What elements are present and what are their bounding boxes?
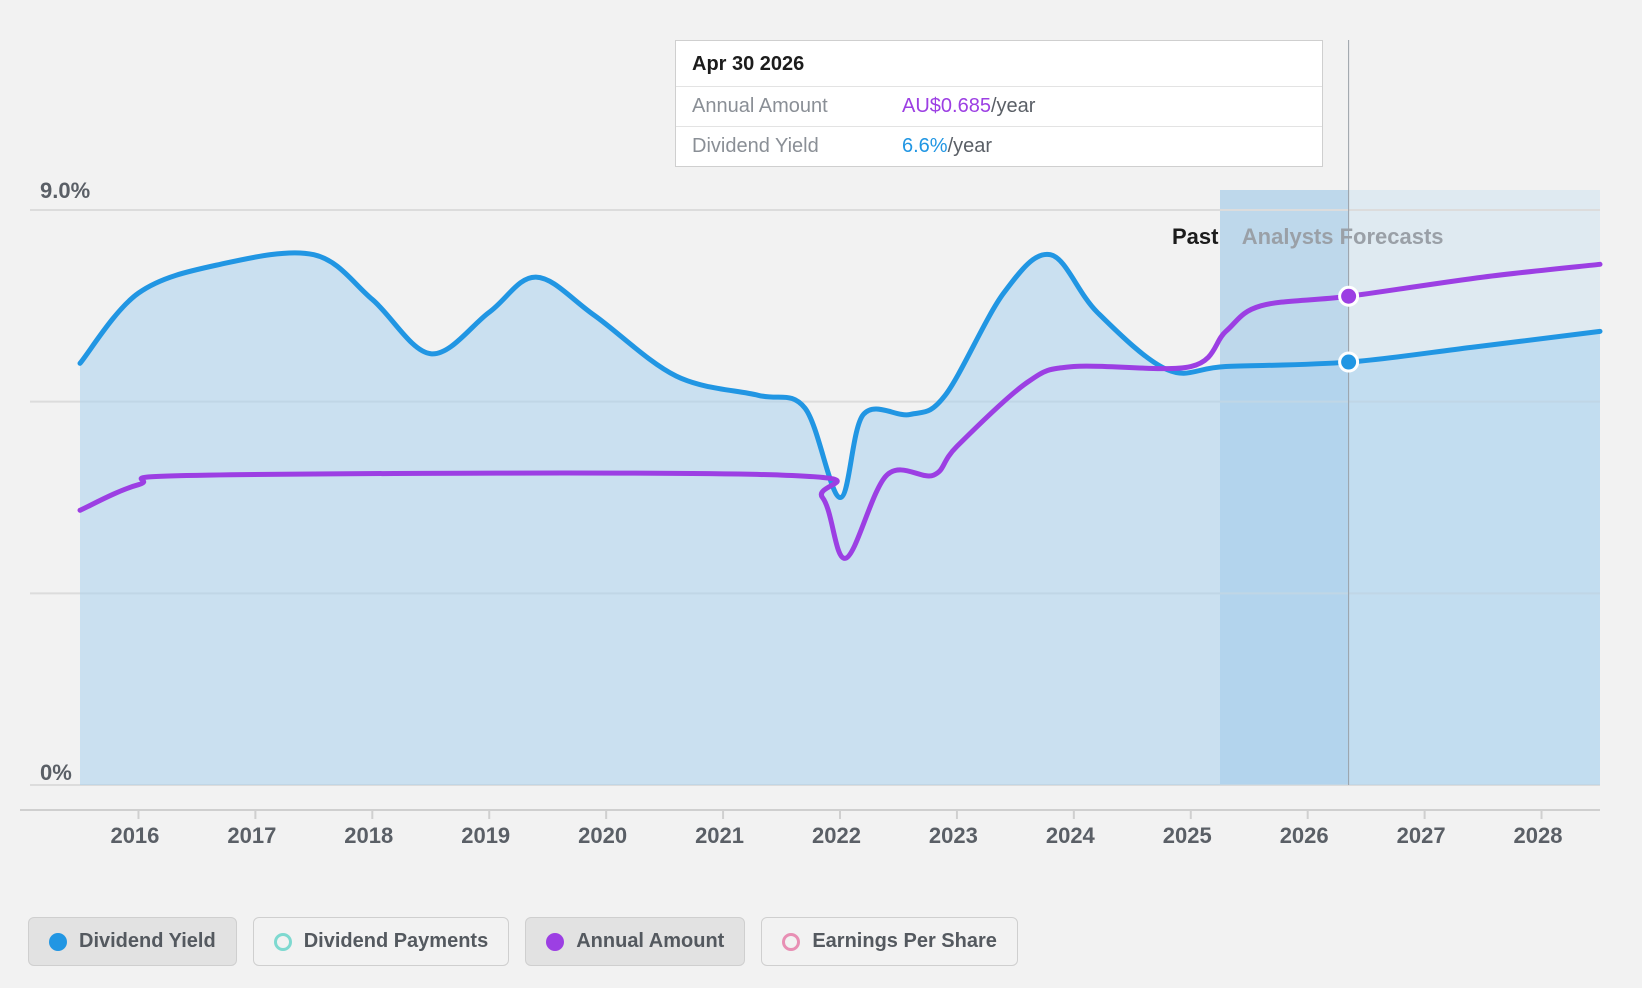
legend-label: Earnings Per Share [812, 930, 997, 953]
x-tick: 2021 [695, 823, 744, 849]
y-tick-max: 9.0% [40, 178, 90, 204]
forecasts-label: Analysts Forecasts [1242, 224, 1444, 249]
band-labels: Past Analysts Forecasts [1172, 224, 1444, 250]
legend-item-dividend-yield[interactable]: Dividend Yield [28, 917, 237, 966]
legend-marker-icon [274, 933, 292, 951]
legend-label: Dividend Payments [304, 930, 489, 953]
x-tick: 2024 [1046, 823, 1095, 849]
tooltip-key: Dividend Yield [676, 127, 886, 167]
y-tick-min: 0% [40, 760, 72, 786]
chart-legend: Dividend Yield Dividend Payments Annual … [28, 917, 1018, 966]
legend-marker-icon [546, 933, 564, 951]
x-tick: 2018 [344, 823, 393, 849]
tooltip-value: 6.6%/year [886, 127, 1322, 167]
x-tick: 2017 [227, 823, 276, 849]
x-tick: 2028 [1514, 823, 1563, 849]
legend-item-annual-amount[interactable]: Annual Amount [525, 917, 745, 966]
tooltip-key: Annual Amount [676, 87, 886, 127]
x-tick: 2019 [461, 823, 510, 849]
tooltip-row-dividend-yield: Dividend Yield 6.6%/year [676, 127, 1322, 167]
x-tick: 2022 [812, 823, 861, 849]
tooltip-date: Apr 30 2026 [676, 41, 1322, 86]
legend-item-earnings-per-share[interactable]: Earnings Per Share [761, 917, 1018, 966]
legend-marker-icon [49, 933, 67, 951]
past-label: Past [1172, 224, 1218, 249]
x-tick: 2026 [1280, 823, 1329, 849]
legend-item-dividend-payments[interactable]: Dividend Payments [253, 917, 510, 966]
legend-marker-icon [782, 933, 800, 951]
x-tick: 2027 [1397, 823, 1446, 849]
x-tick: 2025 [1163, 823, 1212, 849]
legend-label: Dividend Yield [79, 930, 216, 953]
chart-tooltip: Apr 30 2026 Annual Amount AU$0.685/year … [675, 40, 1323, 167]
tooltip-row-annual-amount: Annual Amount AU$0.685/year [676, 87, 1322, 127]
x-tick: 2020 [578, 823, 627, 849]
tooltip-value: AU$0.685/year [886, 87, 1322, 127]
tooltip-table: Annual Amount AU$0.685/year Dividend Yie… [676, 86, 1322, 166]
x-tick: 2023 [929, 823, 978, 849]
x-tick: 2016 [110, 823, 159, 849]
legend-label: Annual Amount [576, 930, 724, 953]
